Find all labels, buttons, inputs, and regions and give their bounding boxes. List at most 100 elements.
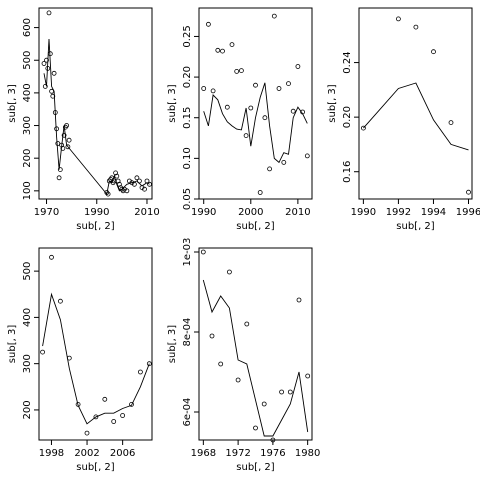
data-point [66,355,72,361]
data-point [253,425,258,431]
y-tick-label: 6e-04 [182,398,193,427]
data-point [136,178,142,184]
data-point [395,16,401,22]
data-point [93,414,99,420]
trend-line [363,82,469,151]
panel-3: 1990 1992 1994 1996 0.16 0.20 0.24 sub[, 2] sub[… [327,7,480,232]
x-tick-label: 1990 [191,207,216,218]
x-axis-label: sub[, 2] [236,221,275,232]
data-point [220,48,225,54]
trend-line [43,38,150,196]
y-tick-label: 0.24 [342,51,353,73]
data-point [360,125,366,131]
y-tick-label: 400 [22,83,33,102]
y-tick-label: 400 [22,308,33,327]
data-point [413,24,419,30]
y-tick-label: 0.25 [182,25,193,47]
data-point [238,68,244,73]
data-point [267,166,273,172]
y-tick-label: 0.15 [182,107,193,129]
x-tick-label: 2006 [110,448,135,459]
y-tick-label: 0.10 [182,147,193,169]
data-point [47,51,53,57]
data-point [262,115,268,121]
x-tick-label: 1972 [225,448,250,459]
data-point [286,81,291,86]
panel-1: 1970 1990 2010 100 200 300 400 500 600 sub[, 2] su… [7,7,160,232]
y-tick-label: 200 [22,400,33,419]
data-point [64,123,69,128]
data-point [200,249,206,255]
data-point [243,133,249,139]
plot-frame [198,7,313,200]
y-axis-label: sub[, 3] [167,325,178,364]
x-tick-label: 2000 [238,207,263,218]
x-tick-label: 2002 [74,448,99,459]
x-tick-label: 1990 [84,207,109,218]
data-point [109,175,115,181]
data-point [253,82,258,88]
data-point [235,377,241,383]
data-point [215,47,221,53]
data-point [218,361,224,367]
data-point [105,191,111,197]
x-tick-label: 1990 [351,207,376,218]
x-axis-label: sub[, 2] [76,221,115,232]
x-tick-label: 1994 [421,207,446,218]
data-point [304,153,310,159]
data-point [131,181,137,187]
data-point [431,49,436,55]
data-point [41,61,47,66]
trend-line [42,292,150,425]
data-point [142,186,147,192]
data-point [49,88,54,94]
x-axis-label: sub[, 2] [76,462,115,473]
data-point [57,167,63,173]
data-point [46,10,52,16]
data-point [270,437,276,443]
y-axis-label: sub[, 3] [7,84,18,123]
x-tick-label: 1970 [34,207,59,218]
data-point [44,57,49,63]
x-axis-label: sub[, 2] [236,462,275,473]
data-point [147,181,152,187]
data-point [137,369,143,375]
y-tick-label: 300 [22,116,33,135]
y-tick-label: 1e-03 [182,238,193,267]
data-point [134,175,140,181]
y-axis-label: sub[, 3] [167,84,178,123]
panel-5: 1968 1972 1976 1980 6e-04 8e-04 1e-03 sub[, 2] s… [167,238,320,473]
data-point [234,69,240,74]
data-point [287,389,293,395]
panel-4: 1998 2002 2006 200 300 400 500 sub[, 2] sub[, 3] [7,247,153,473]
data-point [55,141,61,146]
data-point [45,66,51,71]
data-point [210,88,216,94]
data-point [224,104,230,110]
x-tick-label: 1998 [39,448,64,459]
x-tick-label: 2010 [285,207,310,218]
data-point [52,110,58,115]
x-tick-label: 1980 [295,448,320,459]
y-tick-label: 500 [22,51,33,70]
y-tick-label: 0.16 [342,161,353,183]
data-point [144,178,150,184]
y-tick-label: 100 [22,181,33,200]
data-point [226,269,232,275]
data-point [61,132,67,138]
data-point [40,349,45,355]
trend-line [203,82,308,164]
data-point [60,145,66,151]
y-tick-label: 0.20 [342,106,353,128]
plot-frame [38,7,153,200]
plot-frame [198,247,313,441]
data-point [271,13,277,19]
data-point [248,105,254,111]
data-point [114,173,120,179]
y-tick-label: 8e-04 [182,318,193,347]
data-point [290,108,296,114]
data-point [205,21,211,27]
data-point [300,109,306,115]
x-tick-label: 1996 [456,207,480,218]
